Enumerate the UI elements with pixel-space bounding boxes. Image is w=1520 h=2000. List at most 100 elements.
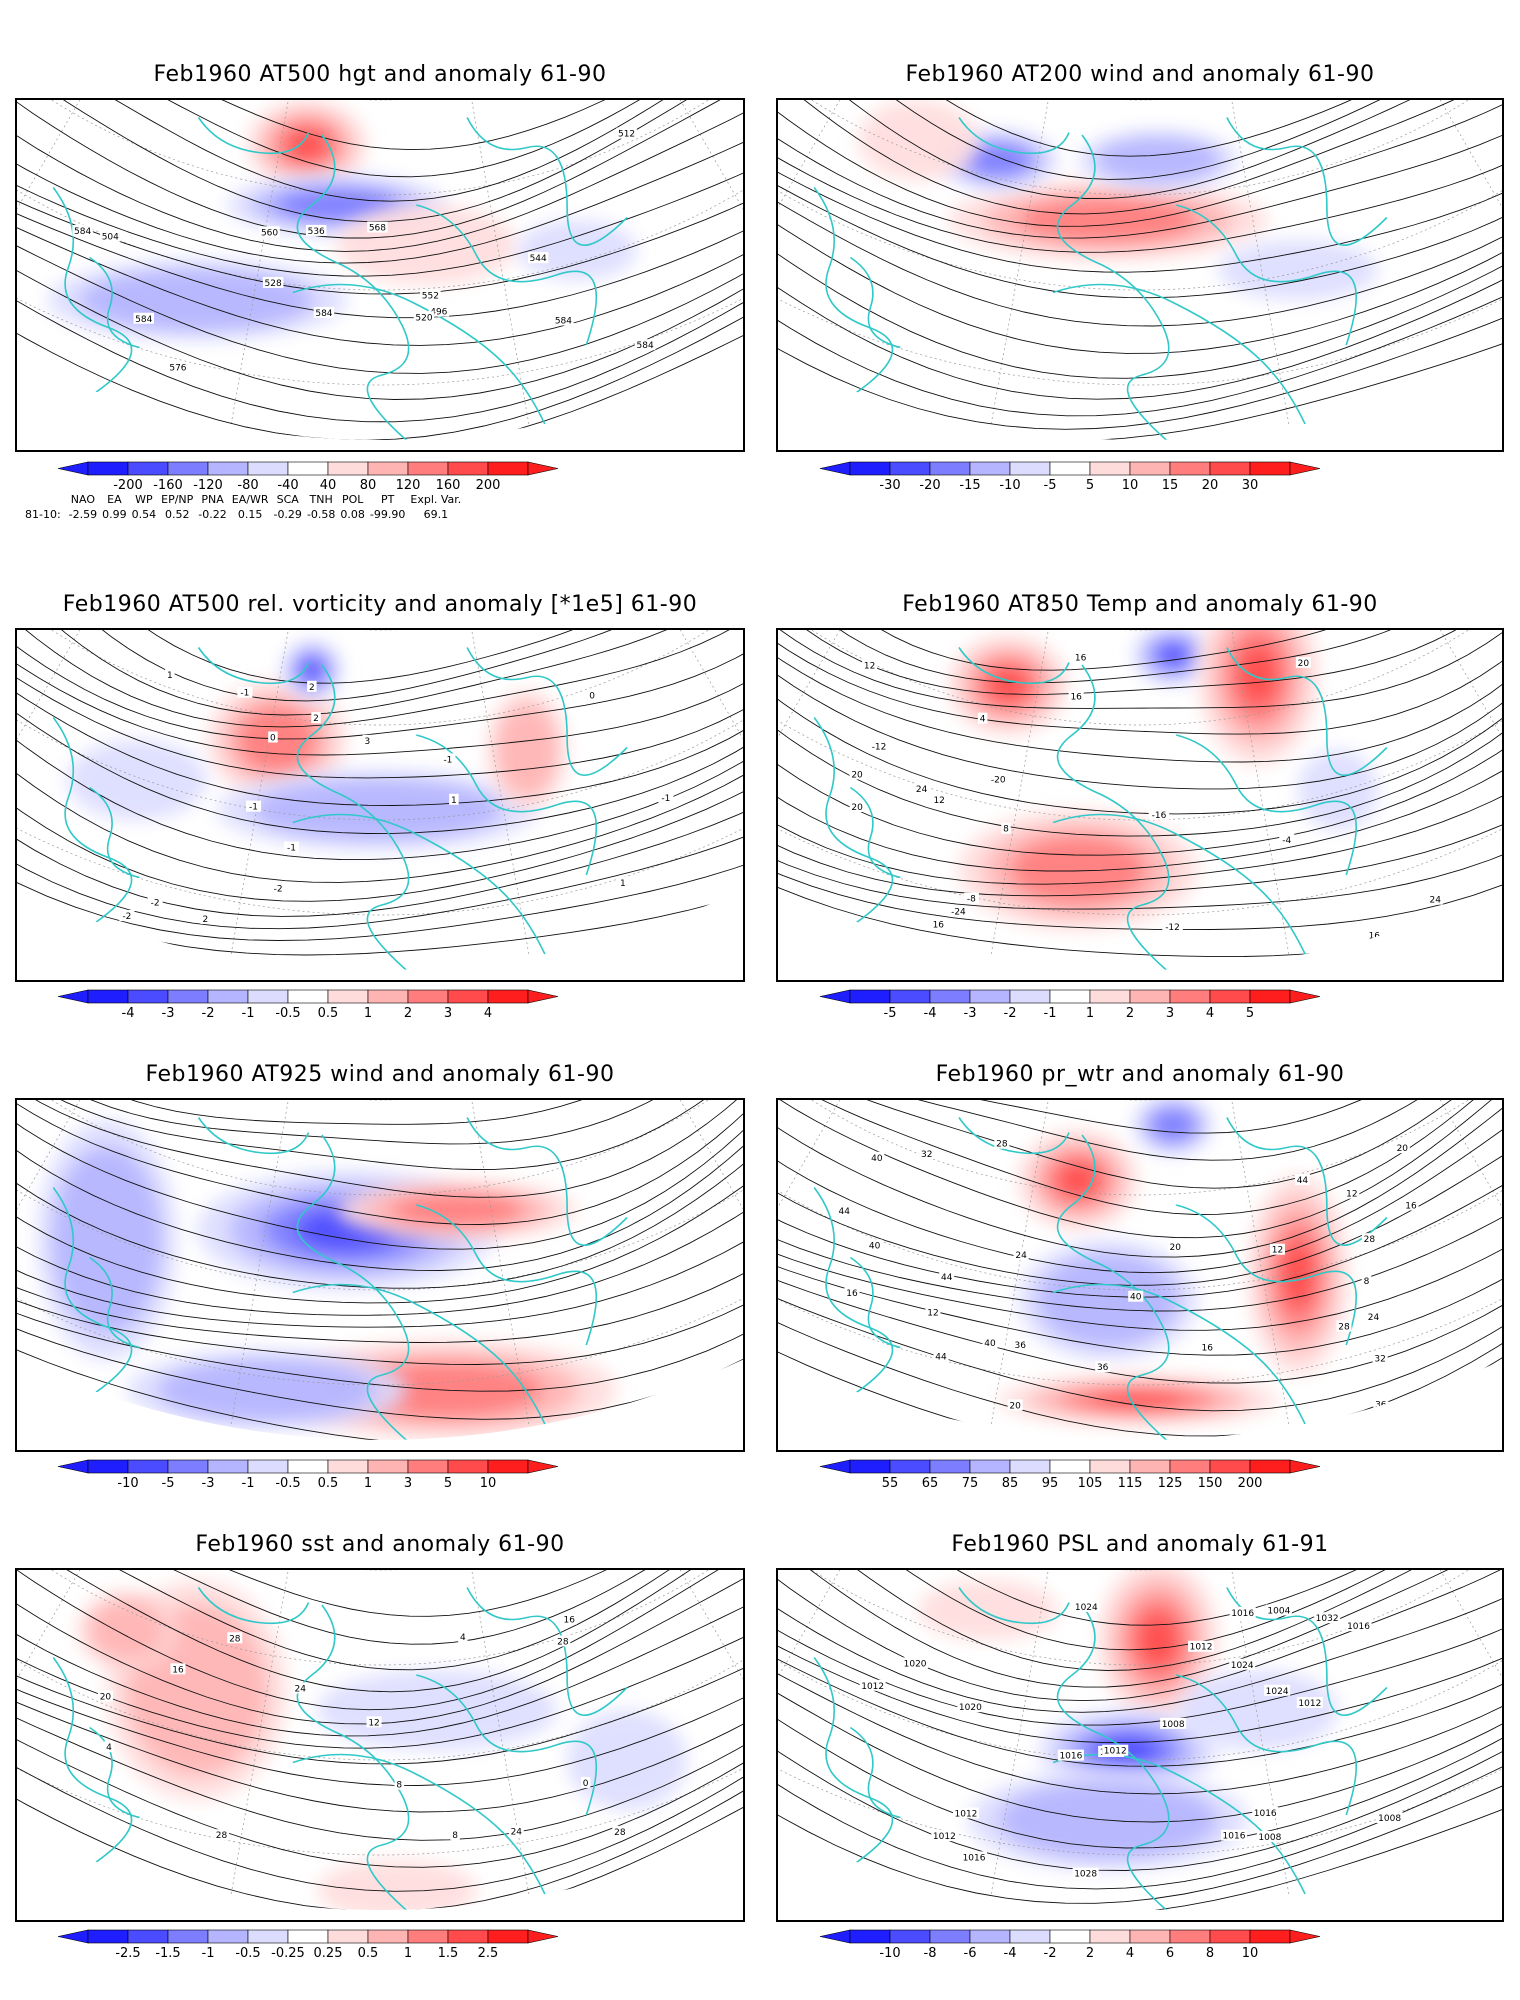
anomaly-region xyxy=(858,100,978,180)
contour-label: 36 xyxy=(1012,1338,1028,1351)
svg-text:12: 12 xyxy=(933,796,944,806)
colorbar-swatch xyxy=(167,989,209,1004)
coastline xyxy=(89,786,140,879)
contour-line xyxy=(17,100,743,178)
svg-text:1016: 1016 xyxy=(963,1853,986,1863)
contour-line xyxy=(17,630,743,740)
contour-label: 1032 xyxy=(1314,1612,1341,1624)
colorbar-tick-label: -10 xyxy=(117,1476,138,1491)
svg-text:584: 584 xyxy=(135,315,152,325)
contour-label: 1 xyxy=(165,669,175,681)
colorbar-arrow-right xyxy=(1289,1459,1321,1474)
coastline xyxy=(89,256,140,349)
contour-line xyxy=(17,1100,743,1316)
svg-text:-12: -12 xyxy=(872,742,887,752)
colorbar-swatch xyxy=(969,1459,1011,1474)
contour-label: 1012 xyxy=(952,1807,979,1819)
colorbar-tick-label: 10 xyxy=(1242,1946,1259,1961)
anomaly-region xyxy=(958,810,1198,930)
svg-text:20: 20 xyxy=(1298,659,1310,669)
colorbar: -30 -20 -15 -10 -5 5 10 15 20 30 xyxy=(819,460,1470,493)
colorbar-tick-label: 1 xyxy=(404,1946,412,1961)
colorbar-tick-label: -40 xyxy=(277,478,298,493)
colorbar-tick-label: 3 xyxy=(1166,1006,1174,1021)
coastline xyxy=(52,717,133,929)
svg-text:28: 28 xyxy=(1364,1235,1376,1245)
colorbar-swatch xyxy=(127,1929,169,1944)
contour-label: 24 xyxy=(1365,1311,1381,1323)
anomaly-region xyxy=(317,1860,477,1910)
longitude-line xyxy=(990,630,1141,957)
colorbar-tick-label: 1 xyxy=(1086,1006,1094,1021)
colorbar-tick-label: 4 xyxy=(1126,1946,1134,1961)
longitude-line xyxy=(17,1100,381,1325)
latitude-line xyxy=(17,1570,743,1666)
coastline xyxy=(197,1587,310,1625)
colorbar-swatch xyxy=(407,989,449,1004)
svg-text:12: 12 xyxy=(368,1718,379,1728)
colorbar-tick-label: -2 xyxy=(1044,1946,1057,1961)
contour-label: -1 xyxy=(237,686,253,699)
coastline xyxy=(296,1604,413,1910)
svg-text:1012: 1012 xyxy=(955,1809,978,1819)
index-value: -99.90 xyxy=(369,508,406,521)
contour-line xyxy=(17,1570,743,1711)
anomaly-region xyxy=(948,180,1268,260)
contour-label: 0 xyxy=(587,689,597,702)
svg-text:16: 16 xyxy=(564,1616,576,1626)
colorbar-tick-label: 15 xyxy=(1162,478,1179,493)
coastline xyxy=(849,1726,901,1819)
contour-label: 20 xyxy=(97,1690,113,1702)
contour-label: 40 xyxy=(869,1151,885,1164)
anomaly-region xyxy=(67,740,207,820)
contour-line xyxy=(17,630,743,930)
coastline xyxy=(849,786,901,879)
index-value: 69.1 xyxy=(423,508,449,521)
contour-label: 1016 xyxy=(1057,1749,1084,1762)
contour-label: -24 xyxy=(948,905,969,918)
contour-label: 8 xyxy=(1001,822,1011,835)
coastline xyxy=(197,117,310,155)
anomaly-region xyxy=(77,1590,177,1670)
svg-text:40: 40 xyxy=(984,1339,996,1349)
map-domain: -24 -12 -20 -16 -12 -8 -4 4 8 12 16 20 24 16 20 24 20 16 1… xyxy=(778,630,1502,970)
contour-line xyxy=(17,100,743,277)
colorbar-swatch xyxy=(889,1929,931,1944)
contour-label: 1012 xyxy=(1102,1744,1129,1757)
svg-text:8: 8 xyxy=(1364,1277,1370,1287)
svg-text:2: 2 xyxy=(202,915,208,925)
anomaly-region xyxy=(948,635,1068,735)
colorbar-swatch xyxy=(889,1459,931,1474)
contour-label: 0 xyxy=(268,731,278,743)
colorbar-tick-label: 5 xyxy=(1086,478,1094,493)
coastline xyxy=(813,717,894,929)
panel-title: Feb1960 PSL and anomaly 61-91 xyxy=(951,1532,1329,1557)
coastlines xyxy=(52,117,628,440)
map-plot: 28 4 8 12 16 20 24 28 28 0 4 8 16 24 28 xyxy=(17,1570,743,1910)
contour-label: 584 xyxy=(72,225,93,237)
contour-line xyxy=(17,100,743,239)
coastlines xyxy=(52,1587,628,1910)
coastline xyxy=(813,187,894,399)
coastlines xyxy=(813,1117,1388,1440)
svg-text:24: 24 xyxy=(511,1828,523,1838)
anomaly-region xyxy=(127,1350,407,1430)
svg-text:-8: -8 xyxy=(967,895,976,905)
svg-text:20: 20 xyxy=(100,1692,112,1702)
contour-line xyxy=(17,1570,743,1892)
colorbar-tick-label: 3 xyxy=(444,1006,452,1021)
contour-line xyxy=(778,1100,1502,1384)
anomaly-region xyxy=(567,1710,687,1810)
contour-line xyxy=(778,100,1502,180)
colorbar-swatch xyxy=(1009,461,1051,476)
contour-line xyxy=(17,1100,743,1250)
colorbar-arrow-right xyxy=(527,461,559,476)
contour-label: 24 xyxy=(292,1682,308,1695)
index-header: POL xyxy=(341,493,364,506)
colorbar-swatch xyxy=(247,461,289,476)
coastlines xyxy=(813,117,1388,440)
contour-lines xyxy=(17,1100,743,1440)
contour-label: -2 xyxy=(119,910,135,922)
colorbar-swatch xyxy=(1249,461,1291,476)
colorbar-tick-label: 200 xyxy=(476,478,501,493)
